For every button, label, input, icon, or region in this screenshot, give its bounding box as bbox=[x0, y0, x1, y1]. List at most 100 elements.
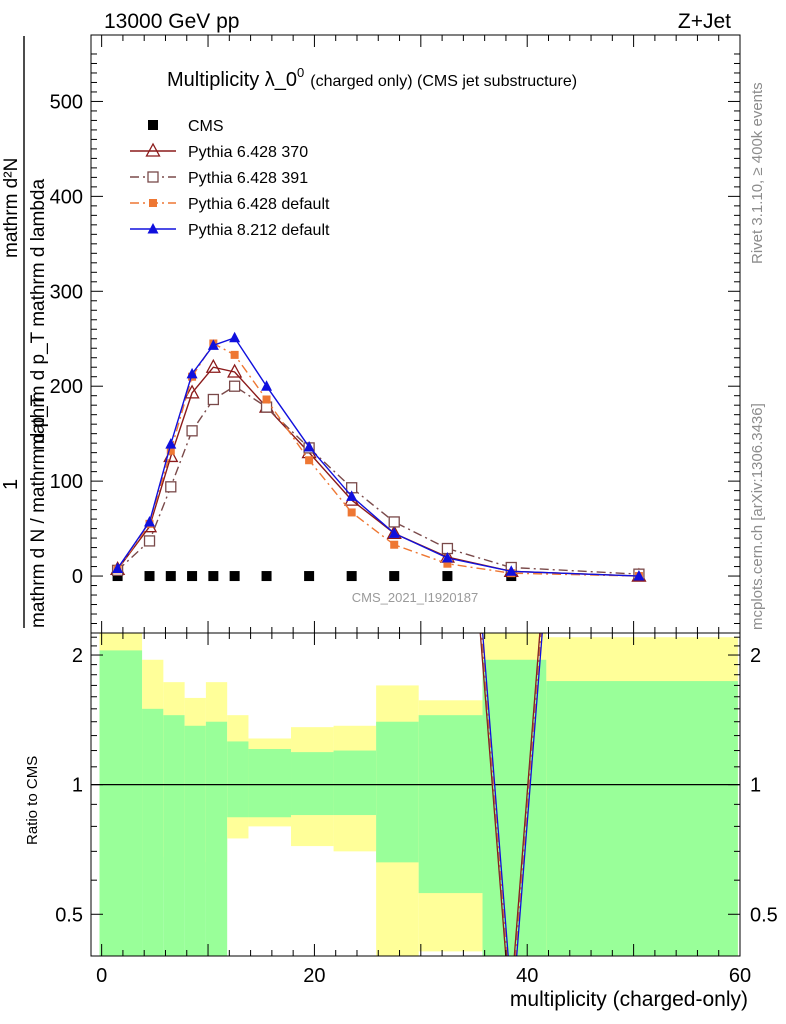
data-point-4 bbox=[505, 565, 517, 576]
ylabel-numerator-text: mathrm d²N bbox=[1, 158, 22, 258]
data-point-3 bbox=[230, 350, 239, 359]
ratio-y-tick-label: 2 bbox=[72, 645, 83, 667]
chart-title-superscript: 0 bbox=[297, 65, 304, 80]
x-tick-label: 0 bbox=[96, 965, 107, 987]
series-line-1 bbox=[117, 366, 639, 577]
ratio-plot-frame bbox=[90, 632, 741, 957]
ratio-series-line-2 bbox=[480, 633, 542, 956]
ratio-band-green bbox=[376, 721, 419, 863]
ratio-lines bbox=[91, 633, 740, 956]
x-tick-label: 20 bbox=[303, 965, 325, 987]
main-series-group bbox=[110, 331, 647, 582]
ratio-band-green bbox=[546, 681, 738, 956]
ratio-band-green bbox=[418, 715, 483, 894]
ratio-plot-panel: 0 20 40 60 0.5 0.5 1 1 2 2 Ratio to CMS multiplic… bbox=[24, 632, 778, 1011]
x-tick-label: 40 bbox=[516, 965, 538, 987]
ratio-y-tick-label-right: 1 bbox=[750, 775, 761, 797]
data-point-3 bbox=[166, 446, 175, 455]
data-point-0 bbox=[187, 571, 198, 582]
ratio-series-line-3 bbox=[481, 633, 543, 956]
data-point-4 bbox=[186, 367, 198, 379]
ylabel-numerator: mathrm d²N bbox=[1, 158, 22, 258]
ratio-band-green bbox=[333, 750, 377, 816]
ylabel-denominator: mathrm d N / mathrm d p_T bbox=[28, 394, 49, 628]
data-point-2 bbox=[228, 380, 241, 392]
ratio-band-green bbox=[142, 708, 164, 956]
ratio-y-tick-label: 0.5 bbox=[55, 904, 83, 926]
legend-marker bbox=[147, 223, 159, 234]
ratio-y-tick-label-right: 0.5 bbox=[750, 904, 778, 926]
main-ylabel: 1 mathrm d²N mathrm d p_T mathrm d lambd… bbox=[0, 36, 49, 628]
side-label-rivet: Rivet 3.1.10, ≥ 400k events bbox=[749, 82, 766, 264]
data-point-2 bbox=[143, 535, 156, 547]
side-label-site: mcplots.cern.ch [arXiv:1306.3436] bbox=[749, 403, 766, 630]
data-point-4 bbox=[207, 339, 219, 350]
data-point-1 bbox=[184, 384, 200, 399]
ratio-y-tick-label: 1 bbox=[72, 775, 83, 797]
ratio-band-green bbox=[163, 715, 185, 956]
legend: CMS Pythia 6.428 370 Pythia 6.428 391 Pythi… bbox=[130, 118, 330, 239]
ratio-band-green bbox=[291, 752, 334, 816]
data-point-2 bbox=[388, 516, 400, 528]
data-point-4 bbox=[229, 331, 241, 343]
ratio-band-green bbox=[99, 650, 143, 956]
ratio-series-line-1 bbox=[479, 633, 541, 956]
data-point-0 bbox=[261, 571, 272, 582]
data-point-3 bbox=[262, 395, 271, 404]
data-point-4 bbox=[165, 438, 177, 449]
data-point-0 bbox=[144, 571, 155, 582]
main-axes: 0 100 200 300 400 500 bbox=[50, 35, 741, 633]
legend-marker bbox=[148, 120, 158, 130]
data-point-0 bbox=[304, 571, 315, 582]
data-point-0 bbox=[229, 571, 240, 582]
y-tick-label: 400 bbox=[50, 186, 83, 208]
legend-label: Pythia 6.428 391 bbox=[188, 170, 308, 187]
legend-marker bbox=[149, 199, 157, 207]
data-point-1 bbox=[386, 524, 402, 539]
data-point-4 bbox=[112, 562, 124, 573]
data-point-2 bbox=[165, 481, 177, 493]
y-tick-label: 0 bbox=[72, 566, 83, 588]
data-point-4 bbox=[346, 490, 358, 501]
data-point-2 bbox=[186, 425, 198, 437]
legend-marker bbox=[147, 171, 159, 183]
ratio-uncertainty-bands bbox=[99, 633, 738, 956]
process-label: Z+Jet bbox=[678, 10, 731, 33]
data-point-0 bbox=[389, 571, 400, 582]
ratio-series-line-4 bbox=[482, 633, 543, 956]
ratio-band-green bbox=[205, 721, 228, 956]
energy-label: 13000 GeV pp bbox=[104, 10, 239, 33]
data-point-3 bbox=[347, 508, 356, 517]
legend-label: Pythia 6.428 370 bbox=[188, 144, 308, 161]
x-axis-label: multiplicity (charged-only) bbox=[510, 988, 748, 1011]
y-tick-label: 500 bbox=[50, 91, 83, 113]
data-point-4 bbox=[441, 552, 453, 563]
data-point-1 bbox=[205, 358, 221, 373]
data-point-0 bbox=[112, 571, 123, 582]
ratio-band-green bbox=[227, 741, 249, 818]
ratio-band-green bbox=[248, 749, 292, 818]
ratio-band-green bbox=[184, 725, 206, 956]
data-point-3 bbox=[390, 540, 399, 549]
watermark: CMS_2021_I1920187 bbox=[352, 590, 479, 605]
ratio-y-tick-label-right: 2 bbox=[750, 645, 761, 667]
data-point-2 bbox=[207, 393, 220, 406]
data-point-3 bbox=[443, 559, 452, 568]
data-point-0 bbox=[346, 571, 357, 582]
ylabel-one: 1 bbox=[0, 479, 22, 490]
chart-title-suffix: (charged only) (CMS jet substructure) bbox=[310, 73, 577, 90]
data-point-4 bbox=[144, 515, 156, 527]
data-point-4 bbox=[303, 440, 315, 452]
data-point-4 bbox=[261, 380, 273, 391]
legend-label: Pythia 8.212 default bbox=[188, 222, 330, 239]
data-point-1 bbox=[227, 363, 243, 378]
y-tick-label: 100 bbox=[50, 471, 83, 493]
data-point-0 bbox=[442, 571, 453, 582]
data-point-2 bbox=[260, 401, 273, 413]
data-point-0 bbox=[208, 571, 219, 582]
ratio-ylabel: Ratio to CMS bbox=[24, 756, 41, 845]
data-point-0 bbox=[165, 571, 176, 582]
chart-title: Multiplicity λ_00 (charged only) (CMS jet… bbox=[167, 65, 577, 91]
y-tick-label: 200 bbox=[50, 376, 83, 398]
